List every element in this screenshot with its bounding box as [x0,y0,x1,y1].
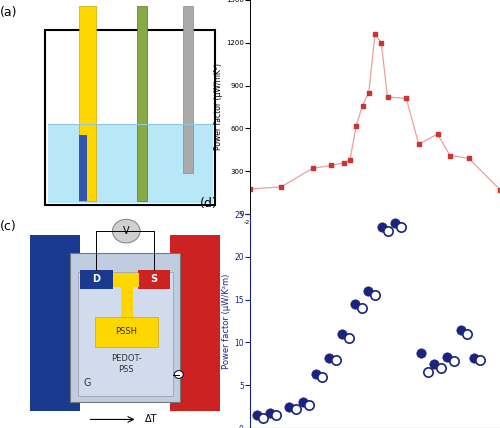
Bar [45,30,215,205]
Point [358,305,366,312]
Bar [121,285,132,319]
Bar [70,253,180,402]
Point [346,156,354,163]
Point [352,122,360,129]
Point [338,330,346,337]
Point [259,414,267,421]
Bar [112,273,139,287]
Bar [78,6,96,201]
Text: PEDOT-
PSS: PEDOT- PSS [111,354,142,374]
Text: D: D [92,274,100,284]
Point [318,373,326,380]
Point [365,89,373,96]
Point [292,406,300,413]
Text: PSSH: PSSH [115,327,137,336]
Point [384,94,392,101]
Bar [48,125,212,203]
Point [340,159,348,166]
Point [450,358,458,365]
Bar [95,317,158,347]
Point [352,300,360,307]
Point [298,399,306,406]
Bar [170,235,220,411]
Point [266,409,274,416]
Point [434,131,442,137]
Y-axis label: Power factor (μW/K²m): Power factor (μW/K²m) [222,273,232,369]
Text: (d): (d) [200,197,218,210]
Point [476,356,484,363]
Point [470,354,478,361]
Bar [78,135,86,201]
Point [327,162,335,169]
Text: V: V [123,226,130,236]
Text: S: S [150,274,158,284]
Point [415,141,423,148]
Point [272,412,280,419]
Point [390,219,398,226]
Point [446,152,454,159]
Point [437,365,445,372]
Point [358,102,366,109]
Point [384,228,392,235]
Point [286,403,294,410]
Bar [80,270,112,289]
Point [424,369,432,376]
Point [465,155,473,162]
Bar [78,272,172,396]
Point [402,95,410,102]
Point [444,354,452,360]
Point [344,335,352,342]
Point [417,349,425,356]
Point [364,288,372,294]
Point [378,223,386,230]
Circle shape [174,371,183,378]
Point [246,186,254,193]
Point [398,223,406,230]
Text: ΔT: ΔT [145,414,158,425]
Text: (a): (a) [0,6,18,19]
Text: (c): (c) [0,220,17,233]
Bar [30,235,80,411]
Point [371,31,379,38]
Point [332,356,340,363]
Point [371,292,379,299]
Bar [138,270,170,289]
Point [456,326,464,333]
Point [325,354,333,361]
Text: G: G [84,378,91,388]
Y-axis label: Power factor (μW/mK²): Power factor (μW/mK²) [214,63,223,151]
Point [277,184,285,190]
Point [378,39,386,46]
Point [496,186,500,193]
Circle shape [112,219,140,243]
X-axis label: Potential (V vs. Ag/Ag⁺): Potential (V vs. Ag/Ag⁺) [330,228,420,237]
Bar [182,6,192,173]
Point [430,360,438,367]
Point [308,165,316,172]
Bar [138,6,147,201]
Point [252,412,260,419]
Point [312,371,320,377]
Point [305,401,313,408]
Point [463,330,471,337]
Bar [48,30,212,125]
